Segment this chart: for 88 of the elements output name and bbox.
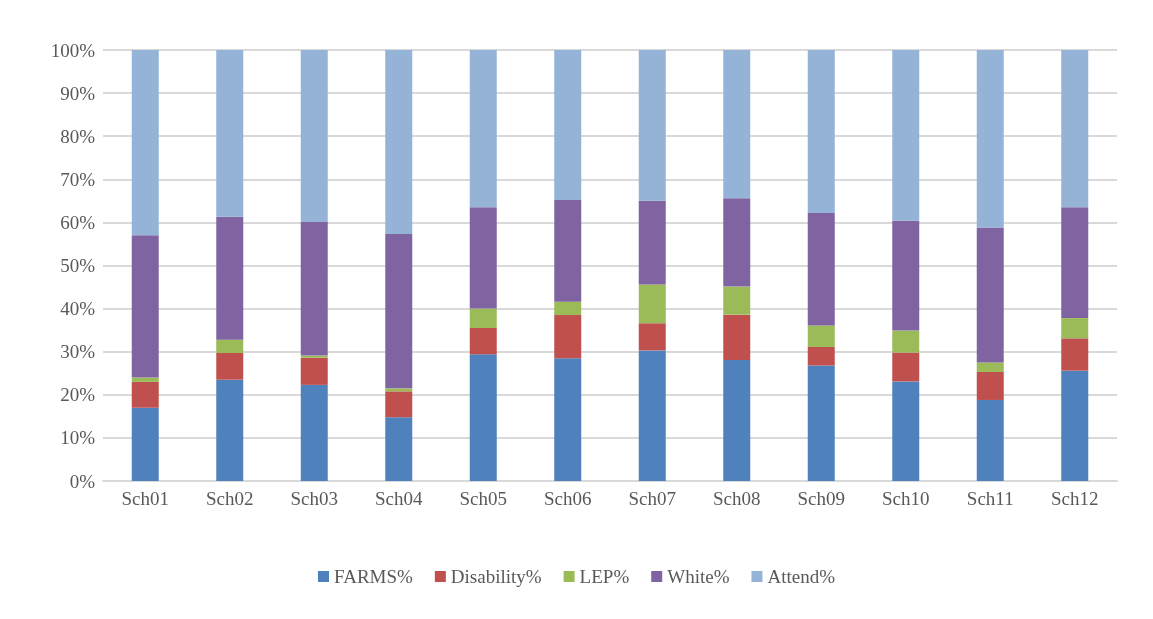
y-tick-label: 60% [60,211,96,233]
x-tick-label: Sch01 [121,488,169,509]
bar [807,325,835,347]
bar [723,198,751,287]
x-tick-label: Sch03 [290,488,338,509]
bar [469,354,497,481]
bar [976,50,1004,228]
bar [892,220,920,331]
x-tick-label: Sch09 [797,488,845,509]
x-tick-label: Sch02 [206,488,254,509]
bar [638,284,666,324]
bar [638,323,666,351]
y-tick-label: 20% [60,384,96,406]
bar [554,315,582,359]
y-tick-label: 40% [60,298,96,320]
y-tick-label: 30% [60,341,96,363]
x-tick-label: Sch06 [544,488,592,509]
bar [385,234,413,389]
y-tick-label: 80% [60,125,96,147]
y-tick-label: 0% [69,470,96,492]
bar [723,314,751,360]
bar [554,301,582,316]
bar [131,377,159,382]
x-tick-label: Sch11 [966,488,1014,509]
x-tick-label: Sch04 [375,488,423,509]
bar [216,50,244,217]
y-tick-label: 100% [50,39,96,61]
bar [638,350,666,481]
bar [300,221,328,356]
bar [976,371,1004,400]
bar [723,50,751,199]
bar [1061,207,1089,319]
bar [976,362,1004,372]
legend-label: FARMS% [334,566,414,587]
legend-label: Disability% [450,566,542,587]
bar [469,328,497,355]
bar [554,50,582,200]
bar [1061,50,1089,208]
bar [385,388,413,392]
bar [892,50,920,221]
bar [892,381,920,481]
bar [554,199,582,302]
y-tick-label: 90% [60,82,96,104]
bar [807,346,835,366]
bar [1061,318,1089,339]
bar [976,227,1004,363]
bar [892,330,920,353]
legend-label: White% [667,566,730,587]
bar [469,207,497,309]
bar [300,50,328,222]
y-tick-label: 10% [60,427,96,449]
legend-label: LEP% [579,566,630,587]
bar [1061,370,1089,481]
bar [469,308,497,328]
bar [892,352,920,382]
bar [131,381,159,408]
bar [300,357,328,385]
x-tick-label: Sch12 [1051,488,1099,509]
x-tick-label: Sch08 [713,488,761,509]
bar [131,407,159,481]
bar [976,399,1004,481]
bar [216,379,244,481]
bar [216,216,244,340]
bar [131,50,159,236]
bar [807,365,835,481]
x-tick-label: Sch10 [882,488,930,509]
bar [469,50,497,208]
bar [131,235,159,378]
y-tick-label: 70% [60,168,96,190]
bar [216,339,244,353]
bar [638,50,666,201]
bar [385,391,413,418]
x-tick-label: Sch07 [628,488,676,509]
bar [385,50,413,235]
bar [807,50,835,213]
bar [723,359,751,481]
bar [300,355,328,358]
x-tick-label: Sch05 [459,488,507,509]
bar [638,200,666,285]
legend-label: Attend% [767,566,836,587]
bar [723,286,751,315]
bar [554,358,582,481]
bar [216,352,244,380]
bar [807,212,835,326]
y-tick-label: 50% [60,255,96,276]
bar [385,417,413,481]
bar [300,384,328,481]
bar [1061,338,1089,371]
